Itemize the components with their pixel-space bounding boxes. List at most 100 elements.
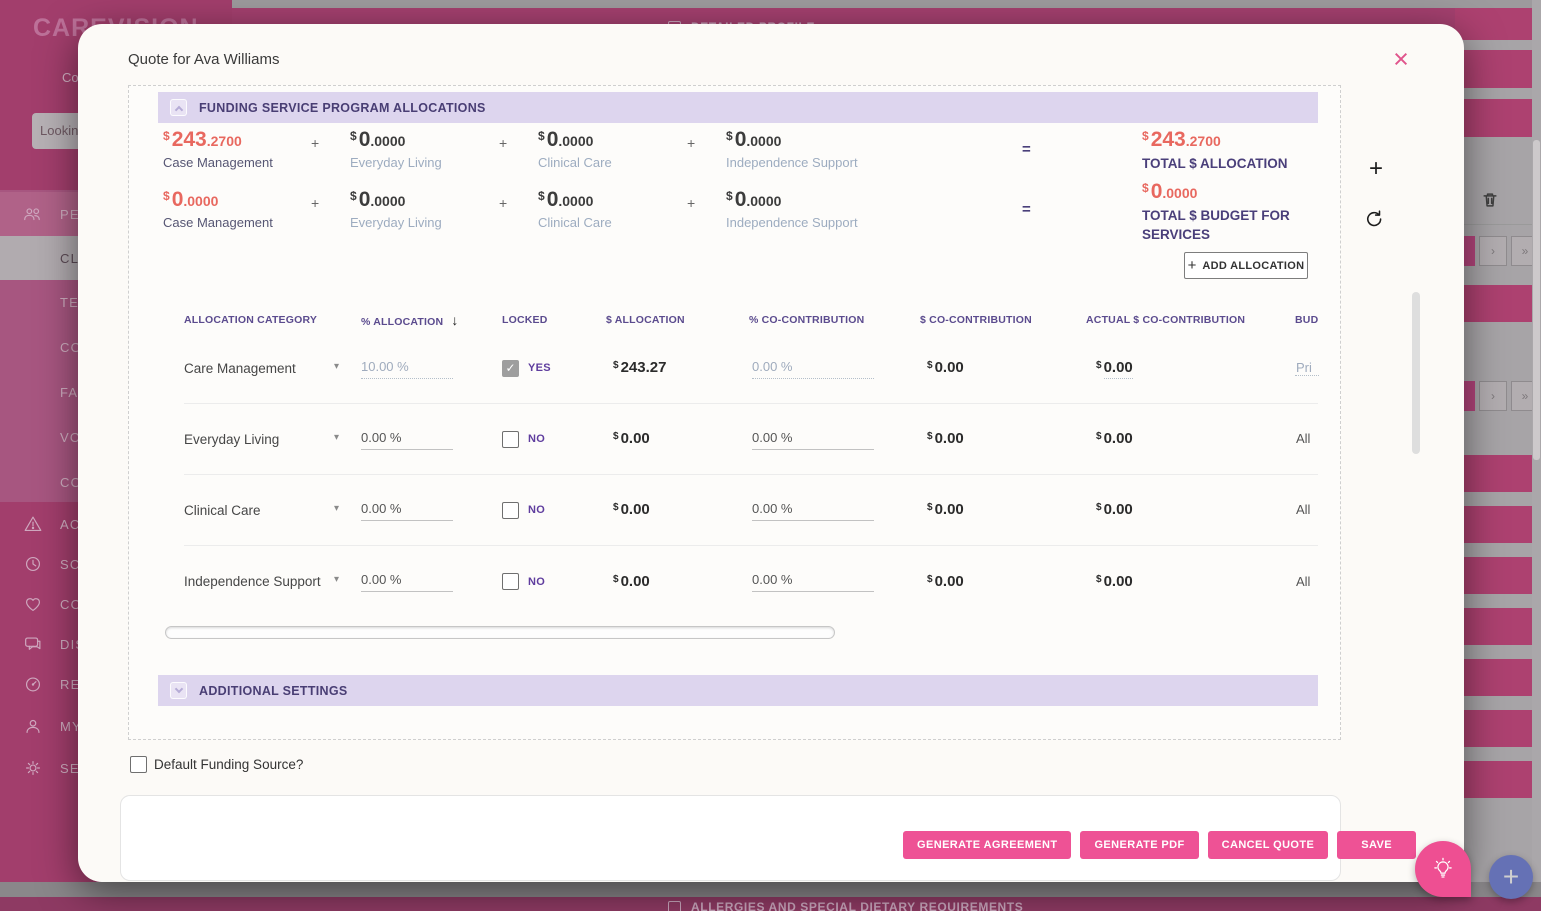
locked-state-label: NO: [528, 504, 546, 516]
sidebar-item-co-3[interactable]: CO: [0, 584, 232, 624]
header-pct-allocation[interactable]: % ALLOCATION ↓: [361, 312, 459, 328]
dollar-cocontribution-value: $0.00: [927, 501, 964, 518]
chevron-down-icon: ▾: [333, 431, 339, 443]
add-allocation-button[interactable]: + ADD ALLOCATION: [1184, 252, 1308, 279]
funding-section-title: FUNDING SERVICE PROGRAM ALLOCATIONS: [199, 100, 486, 115]
category-select[interactable]: Care Management ▾: [184, 360, 339, 376]
page-scrollbar-thumb[interactable]: [1533, 140, 1540, 460]
budget-label: Clinical Care: [538, 215, 612, 230]
currency-symbol: $: [927, 431, 933, 442]
chevron-down-icon: ▾: [333, 502, 339, 514]
close-icon[interactable]: ×: [1393, 44, 1409, 74]
background-block: [1455, 659, 1532, 696]
plus-icon: +: [1502, 861, 1520, 892]
sidebar-item-ac[interactable]: AC: [0, 504, 232, 544]
collapse-chevron-icon[interactable]: [170, 99, 187, 116]
sort-descending-icon[interactable]: ↓: [451, 312, 459, 328]
save-button[interactable]: SAVE: [1337, 831, 1416, 859]
header-budget: BUD: [1295, 314, 1319, 326]
add-funding-source-icon[interactable]: +: [1368, 155, 1383, 182]
budget-label: Everyday Living: [350, 215, 442, 230]
allocation-summary-clinical-care: $0.0000 Clinical Care: [538, 128, 698, 170]
actual-cocontribution-value: $0.00: [1096, 430, 1133, 447]
generate-pdf-button[interactable]: GENERATE PDF: [1080, 831, 1199, 859]
category-select[interactable]: Everyday Living ▾: [184, 431, 339, 447]
pct-allocation-input[interactable]: 0.00 %: [361, 501, 453, 521]
lightbulb-icon: [1434, 857, 1452, 878]
budget-amount: $0.0000: [350, 188, 406, 211]
pagination-next-icon[interactable]: ›: [1479, 236, 1507, 266]
table-row: Clinical Care▾ 0.00 % ✓ NO $0.00 0.00 % $…: [184, 475, 1318, 546]
budget-select[interactable]: All: [1296, 431, 1311, 446]
sidebar-item-se[interactable]: SE: [0, 748, 232, 788]
category-select[interactable]: Independence Support ▾: [184, 574, 339, 589]
background-block: [1455, 608, 1532, 645]
sidebar-item-re[interactable]: RE: [0, 664, 232, 704]
currency-symbol: $: [1142, 129, 1149, 143]
allocation-label: Everyday Living: [350, 155, 442, 170]
refresh-icon[interactable]: [1363, 208, 1385, 230]
dollar-allocation-value: $0.00: [613, 501, 650, 518]
pct-cocontribution-input[interactable]: 0.00 %: [752, 572, 874, 592]
divider: [1464, 224, 1534, 225]
quote-modal: Quote for Ava Williams × FUNDING SERVICE…: [78, 24, 1464, 882]
default-funding-source-label: Default Funding Source?: [154, 757, 304, 772]
budget-select[interactable]: All: [1296, 573, 1311, 589]
history-clock-icon: [22, 553, 44, 575]
locked-checkbox[interactable]: ✓: [502, 359, 519, 377]
sidebar-item-co-1[interactable]: CO: [60, 339, 82, 355]
additional-settings-header[interactable]: ADDITIONAL SETTINGS: [158, 675, 1318, 706]
locked-checkbox[interactable]: ✓: [502, 430, 519, 448]
pct-cocontribution-input[interactable]: 0.00 %: [752, 501, 874, 521]
horizontal-scrollbar[interactable]: [165, 626, 835, 639]
dollar-cocontribution-value: $0.00: [927, 359, 964, 376]
budget-select[interactable]: Pri: [1295, 360, 1319, 376]
budget-amount: $0.0000: [163, 188, 219, 211]
default-funding-source-checkbox[interactable]: [130, 756, 147, 773]
delete-icon[interactable]: [1480, 190, 1500, 210]
allocation-summary-case-management: $243.2700 Case Management: [163, 128, 323, 170]
total-allocation-amount: $243.2700: [1142, 128, 1221, 151]
pct-allocation-input[interactable]: 10.00 %: [361, 359, 453, 379]
sidebar-item-sc[interactable]: SC: [0, 544, 232, 584]
generate-agreement-button[interactable]: GENERATE AGREEMENT: [903, 831, 1072, 859]
pct-cocontribution-input[interactable]: 0.00 %: [752, 430, 874, 450]
currency-symbol: $: [1142, 181, 1149, 195]
currency-symbol: $: [350, 189, 357, 203]
category-select[interactable]: Clinical Care ▾: [184, 502, 339, 518]
cancel-quote-button[interactable]: CANCEL QUOTE: [1207, 831, 1329, 859]
allocation-table: ALLOCATION CATEGORY % ALLOCATION ↓ LOCKED…: [184, 307, 1319, 617]
pct-allocation-input[interactable]: 0.00 %: [361, 572, 453, 592]
help-lightbulb-button[interactable]: [1415, 841, 1471, 897]
currency-symbol: $: [1096, 360, 1102, 371]
currency-symbol: $: [1096, 502, 1102, 513]
collapse-chevron-icon[interactable]: [170, 682, 187, 699]
modal-vertical-scrollbar[interactable]: [1412, 292, 1420, 454]
actual-cocontribution-value: $0.00: [1096, 501, 1133, 518]
equals-operator: =: [1022, 141, 1031, 158]
plus-icon: +: [1187, 257, 1197, 274]
equals-operator: =: [1022, 201, 1031, 218]
allocation-amount: $243.2700: [163, 128, 242, 151]
currency-symbol: $: [538, 129, 545, 143]
sidebar-item-my[interactable]: MY: [0, 706, 232, 746]
locked-checkbox[interactable]: ✓: [502, 501, 519, 519]
budget-label: Case Management: [163, 215, 273, 230]
budget-select[interactable]: All: [1296, 502, 1311, 517]
sidebar-item-teams[interactable]: TE: [60, 294, 80, 310]
budget-amount: $0.0000: [726, 188, 782, 211]
pct-allocation-input[interactable]: 0.00 %: [361, 430, 453, 450]
plus-operator: +: [499, 195, 508, 211]
locked-checkbox[interactable]: ✓: [502, 573, 519, 590]
sidebar-item-fa[interactable]: FA: [60, 384, 79, 400]
funding-section-header[interactable]: FUNDING SERVICE PROGRAM ALLOCATIONS: [158, 92, 1318, 123]
sidebar-item-co-2[interactable]: CO: [60, 474, 82, 490]
currency-symbol: $: [350, 129, 357, 143]
add-new-button[interactable]: +: [1489, 855, 1533, 899]
pagination-next-icon[interactable]: ›: [1479, 381, 1507, 411]
currency-symbol: $: [613, 431, 619, 442]
allergies-checkbox[interactable]: [668, 900, 681, 911]
currency-symbol: $: [927, 360, 933, 371]
sidebar-item-vo[interactable]: VO: [60, 429, 82, 445]
pct-cocontribution-input[interactable]: 0.00 %: [752, 359, 874, 379]
